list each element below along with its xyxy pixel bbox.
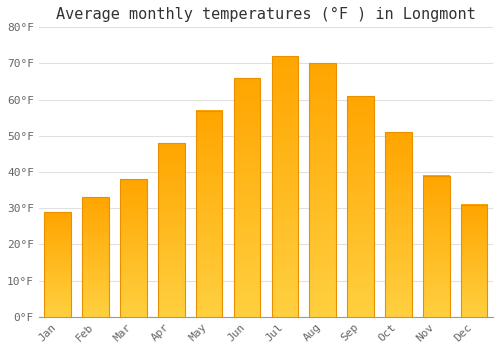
Bar (44, 212, 71, 317)
Bar (196, 111, 222, 317)
Bar (82, 197, 109, 317)
Title: Average monthly temperatures (°F ) in Longmont: Average monthly temperatures (°F ) in Lo… (56, 7, 476, 22)
Bar (348, 96, 374, 317)
Bar (385, 132, 411, 317)
Bar (234, 78, 260, 317)
Bar (272, 56, 298, 317)
Bar (120, 179, 146, 317)
Bar (423, 176, 450, 317)
Bar (158, 143, 184, 317)
Bar (461, 205, 487, 317)
Bar (310, 63, 336, 317)
